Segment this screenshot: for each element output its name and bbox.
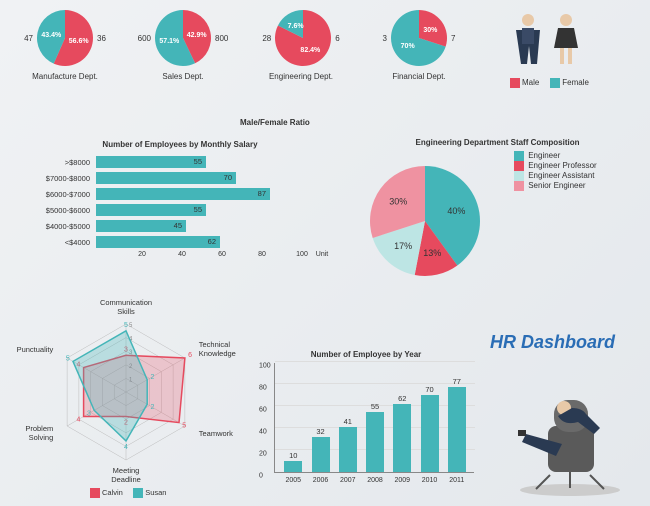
svg-text:4: 4 bbox=[124, 444, 128, 451]
year-bar: 10 bbox=[284, 461, 302, 472]
svg-text:5: 5 bbox=[124, 322, 128, 329]
year-bar: 41 bbox=[339, 427, 357, 472]
svg-text:Punctuality: Punctuality bbox=[17, 345, 54, 354]
radar-legend: Calvin Susan bbox=[88, 488, 166, 498]
salary-chart-title: Number of Employees by Monthly Salary bbox=[30, 140, 330, 149]
dept-pie: 4756.6%43.4%36Manufacture Dept. bbox=[10, 8, 120, 81]
svg-text:3: 3 bbox=[87, 410, 91, 417]
svg-text:56.6%: 56.6% bbox=[69, 38, 90, 45]
svg-text:5: 5 bbox=[66, 355, 70, 362]
hr-dashboard-title: HR Dashboard bbox=[490, 332, 615, 353]
svg-text:Technical: Technical bbox=[199, 340, 231, 349]
year-chart-title: Number of Employee by Year bbox=[256, 350, 476, 359]
svg-text:82.4%: 82.4% bbox=[301, 47, 322, 54]
calvin-swatch bbox=[90, 488, 100, 498]
people-icons bbox=[510, 10, 590, 76]
eng-legend-item: Engineer Assistant bbox=[512, 171, 597, 181]
svg-text:30%: 30% bbox=[389, 197, 407, 207]
male-label: Male bbox=[522, 78, 539, 87]
year-column-chart: Number of Employee by Year 0204060801001… bbox=[256, 350, 476, 490]
svg-text:Skills: Skills bbox=[117, 307, 135, 316]
svg-text:5: 5 bbox=[182, 423, 186, 430]
eng-legend-item: Senior Engineer bbox=[512, 181, 597, 191]
susan-label: Susan bbox=[145, 488, 166, 497]
svg-text:Deadline: Deadline bbox=[111, 475, 141, 484]
svg-text:Communication: Communication bbox=[100, 298, 152, 307]
year-chart-area: 0204060801001020053220064120075520086220… bbox=[274, 363, 474, 473]
eng-pie-title: Engineering Department Staff Composition bbox=[360, 138, 635, 147]
svg-text:57.1%: 57.1% bbox=[159, 38, 180, 45]
svg-text:Knowledge: Knowledge bbox=[199, 349, 236, 358]
svg-text:2: 2 bbox=[150, 374, 154, 381]
mf-legend: Male Female bbox=[508, 78, 589, 88]
dept-pie: 60042.9%57.1%800Sales Dept. bbox=[128, 8, 238, 81]
year-bar: 70 bbox=[421, 395, 439, 472]
year-bar: 77 bbox=[448, 387, 466, 472]
svg-text:17%: 17% bbox=[394, 241, 412, 251]
svg-text:13%: 13% bbox=[423, 248, 441, 258]
salary-x-axis: 20406080100Unit bbox=[102, 251, 330, 263]
svg-text:6: 6 bbox=[188, 352, 192, 359]
eng-legend-item: Engineer Professor bbox=[512, 161, 597, 171]
svg-text:30%: 30% bbox=[423, 27, 438, 34]
dept-pie: 2882.4%7.6%6Engineering Dept. bbox=[246, 8, 356, 81]
mf-ratio-title: Male/Female Ratio bbox=[240, 118, 310, 127]
female-label: Female bbox=[562, 78, 589, 87]
salary-bar-row: $4000-$500045 bbox=[30, 219, 330, 233]
male-swatch bbox=[510, 78, 520, 88]
salary-bar-row: >$800055 bbox=[30, 155, 330, 169]
svg-text:Problem: Problem bbox=[25, 424, 53, 433]
salary-bar-row: $7000-$800070 bbox=[30, 171, 330, 185]
salary-bar-row: $6000-$700087 bbox=[30, 187, 330, 201]
salary-bar-chart: Number of Employees by Monthly Salary >$… bbox=[30, 140, 330, 263]
svg-text:4: 4 bbox=[76, 416, 80, 423]
radar-chart: 12345CommunicationSkillsTechnicalKnowled… bbox=[16, 296, 236, 496]
svg-text:Teamwork: Teamwork bbox=[199, 429, 233, 438]
svg-text:40%: 40% bbox=[447, 206, 465, 216]
svg-text:Meeting: Meeting bbox=[113, 466, 140, 475]
svg-text:43.4%: 43.4% bbox=[41, 32, 62, 39]
engineering-pie-chart: Engineering Department Staff Composition… bbox=[360, 138, 635, 281]
female-icon bbox=[554, 14, 578, 64]
eng-pie-legend: Engineer Engineer Professor Engineer Ass… bbox=[512, 151, 597, 191]
salary-bar-row: <$400062 bbox=[30, 235, 330, 249]
calvin-label: Calvin bbox=[102, 488, 123, 497]
eng-legend-item: Engineer bbox=[512, 151, 597, 161]
dept-pie: 330%70%7Financial Dept. bbox=[364, 8, 474, 81]
svg-text:7.6%: 7.6% bbox=[288, 23, 305, 30]
svg-text:42.9%: 42.9% bbox=[187, 32, 208, 39]
svg-text:5: 5 bbox=[129, 323, 133, 329]
svg-text:70%: 70% bbox=[401, 43, 416, 50]
chair-person-icon bbox=[500, 380, 640, 500]
year-bar: 62 bbox=[393, 404, 411, 472]
year-bar: 55 bbox=[366, 412, 384, 473]
svg-text:2: 2 bbox=[150, 404, 154, 411]
female-swatch bbox=[550, 78, 560, 88]
susan-swatch bbox=[133, 488, 143, 498]
svg-text:Solving: Solving bbox=[29, 433, 54, 442]
eng-pie-svg: 40% 13% 17% 30% bbox=[360, 151, 500, 281]
salary-bar-row: $5000-$600055 bbox=[30, 203, 330, 217]
year-bar: 32 bbox=[312, 437, 330, 472]
male-icon bbox=[516, 14, 540, 64]
